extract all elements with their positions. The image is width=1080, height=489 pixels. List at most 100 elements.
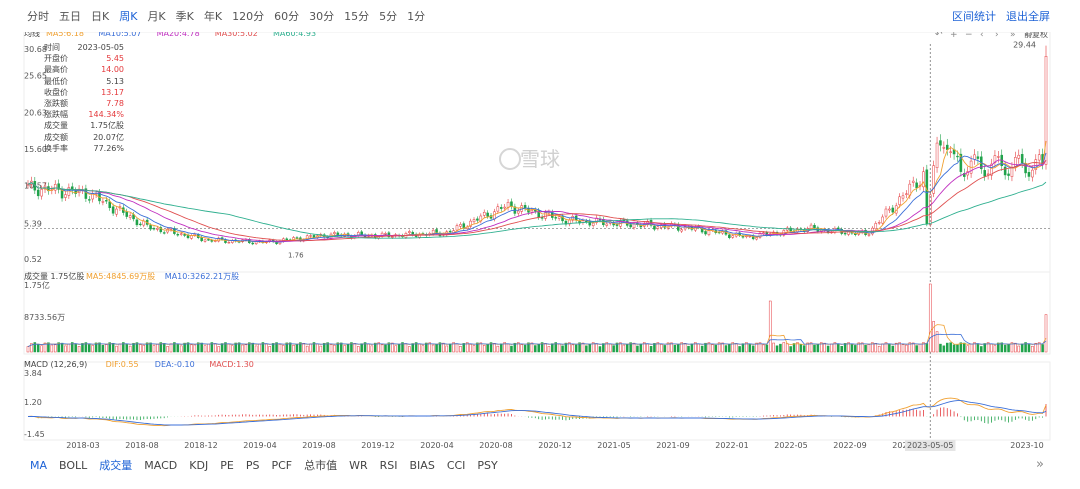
- volume-bar: [789, 346, 792, 353]
- volume-bar: [762, 344, 765, 353]
- volume-bar: [602, 343, 605, 353]
- top-actions: 区间统计 退出全屏: [952, 9, 1050, 25]
- volume-bar: [520, 344, 523, 353]
- volume-bar: [227, 343, 231, 353]
- candle-body: [190, 235, 193, 239]
- ma20-line: [27, 159, 1047, 242]
- ma-legend-item: MA20:4.78: [157, 32, 200, 38]
- candle-body: [656, 226, 660, 229]
- macd-tick-label: 1.20: [24, 398, 42, 407]
- period-tab-2[interactable]: 日K: [91, 10, 110, 23]
- period-tab-6[interactable]: 年K: [203, 10, 223, 23]
- volume-bar: [94, 342, 98, 353]
- candle-body: [179, 233, 183, 235]
- volume-bar: [1017, 345, 1021, 353]
- volume-bar: [288, 342, 292, 353]
- ma30-line: [27, 160, 1047, 242]
- info-value: 77.26%: [93, 143, 124, 153]
- indicator-tab-11[interactable]: BIAS: [409, 459, 435, 472]
- period-tab-12[interactable]: 1分: [407, 10, 426, 23]
- more-indicators-button[interactable]: »: [1036, 457, 1044, 472]
- volume-bar: [476, 342, 479, 353]
- candle-body: [510, 201, 513, 207]
- period-tab-7[interactable]: 120分: [232, 10, 265, 23]
- volume-bar: [384, 344, 387, 353]
- range-stats-button[interactable]: 区间统计: [952, 10, 996, 23]
- indicator-tab-5[interactable]: PE: [220, 459, 234, 472]
- volume-bar: [380, 344, 384, 353]
- x-axis-highlight: [904, 440, 956, 451]
- indicator-tab-3[interactable]: MACD: [144, 459, 178, 472]
- volume-bar: [653, 343, 656, 353]
- candle-body: [499, 207, 503, 209]
- volume-bar: [404, 343, 408, 353]
- volume-bar: [898, 342, 901, 353]
- volume-bar: [118, 343, 122, 353]
- candle-body: [745, 235, 748, 238]
- period-tab-11[interactable]: 5分: [379, 10, 398, 23]
- volume-bar: [74, 343, 77, 353]
- volume-bar: [489, 342, 493, 353]
- volume-bar: [860, 342, 864, 353]
- period-tab-0[interactable]: 分时: [27, 10, 49, 23]
- period-tab-1[interactable]: 五日: [59, 10, 81, 23]
- volume-bar: [748, 343, 752, 353]
- volume-bar: [1003, 344, 1007, 353]
- candle-body: [884, 208, 888, 217]
- volume-bar: [680, 342, 683, 353]
- indicator-tab-9[interactable]: WR: [349, 459, 368, 472]
- candle-body: [986, 173, 990, 176]
- period-tab-4[interactable]: 月K: [147, 10, 166, 23]
- volume-bar: [649, 346, 653, 353]
- period-tab-9[interactable]: 30分: [309, 10, 335, 23]
- volume-bar: [91, 345, 94, 353]
- indicator-tab-12[interactable]: CCI: [446, 459, 466, 472]
- volume-bar: [564, 342, 568, 353]
- panel-frame: [23, 271, 1051, 355]
- volume-bar: [1020, 343, 1024, 353]
- volume-bar: [282, 345, 285, 353]
- volume-bar: [326, 342, 329, 353]
- period-tab-10[interactable]: 15分: [344, 10, 370, 23]
- volume-bar: [911, 342, 915, 353]
- volume-bar: [983, 343, 986, 353]
- kline-chart[interactable]: 均线 MA5:6.18 MA10:5.07 MA20:4.78 MA30:5.02 MA6…: [0, 28, 1080, 454]
- volume-bar: [435, 344, 438, 353]
- low-price-label: 1.76: [288, 252, 304, 260]
- candle-body: [88, 199, 91, 201]
- indicator-tab-1[interactable]: BOLL: [59, 459, 88, 472]
- indicator-tab-13[interactable]: PSY: [477, 459, 498, 472]
- indicator-tab-4[interactable]: KDJ: [189, 459, 209, 472]
- exit-fullscreen-button[interactable]: 退出全屏: [1006, 10, 1050, 23]
- volume-bar: [465, 342, 469, 353]
- volume-bar: [728, 344, 731, 353]
- indicator-tab-0[interactable]: MA: [30, 459, 48, 472]
- volume-bar: [295, 344, 299, 353]
- info-key: 换手率: [44, 143, 68, 153]
- period-tab-3[interactable]: 周K: [119, 10, 138, 23]
- chart-tool-icon: ⚙: [1025, 32, 1033, 40]
- volume-bar: [370, 345, 374, 353]
- ma60-line: [27, 181, 1047, 239]
- indicator-tab-8[interactable]: 总市值: [304, 459, 338, 472]
- candle-body: [251, 242, 254, 245]
- volume-bar: [387, 342, 391, 353]
- chart-area[interactable]: 均线 MA5:6.18 MA10:5.07 MA20:4.78 MA30:5.02 MA6…: [0, 28, 1080, 454]
- candle-body: [111, 206, 115, 214]
- price-tick-label: 20.63: [24, 108, 47, 117]
- indicator-tab-10[interactable]: RSI: [379, 459, 398, 472]
- indicator-tab-2[interactable]: 成交量: [99, 459, 133, 472]
- indicator-tab-6[interactable]: PS: [245, 459, 260, 472]
- candle-body: [1020, 154, 1024, 163]
- indicator-tab-7[interactable]: PCF: [271, 459, 293, 472]
- period-tab-5[interactable]: 季K: [175, 10, 194, 23]
- volume-bar: [707, 342, 711, 353]
- macd-tick-label: 3.84: [24, 369, 42, 378]
- candle-body: [152, 228, 156, 230]
- info-key: 成交量: [44, 121, 68, 131]
- volume-bar: [677, 344, 680, 353]
- x-axis-tick-label: 2019-04: [243, 441, 276, 450]
- period-tab-8[interactable]: 60分: [274, 10, 300, 23]
- candle-body: [101, 201, 105, 203]
- x-axis-tick-label: 2023-10: [1010, 441, 1043, 450]
